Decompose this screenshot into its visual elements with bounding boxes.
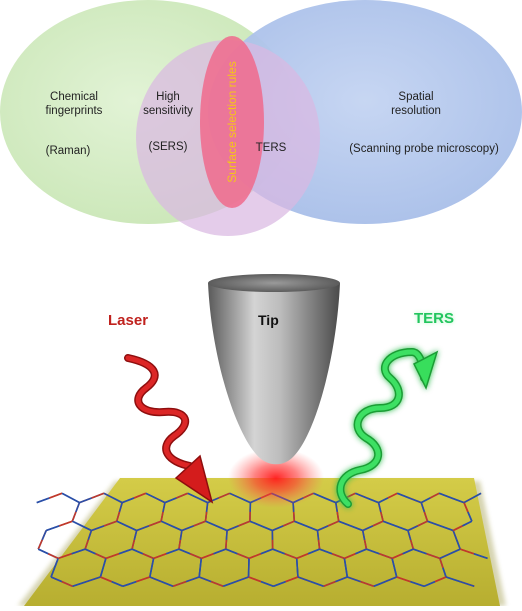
lattice-bond (72, 521, 82, 526)
scanning-probe-label: (Scanning probe microscopy) (326, 142, 522, 156)
lattice-bond (46, 526, 59, 531)
sensitivity-title-line1: High (128, 90, 208, 104)
lattice-bond (42, 531, 46, 540)
lattice-bond (200, 558, 201, 567)
lattice-bond (319, 540, 320, 549)
lattice-bond (62, 493, 71, 498)
lattice-bond (297, 558, 298, 567)
sers-label: (SERS) (134, 140, 202, 154)
lattice-bond (226, 531, 227, 540)
lattice-bond (72, 512, 76, 521)
chemical-fingerprints-label: Chemical fingerprints (28, 90, 120, 118)
raman-label: (Raman) (28, 144, 108, 158)
tip-top (208, 274, 340, 292)
lattice-bond (199, 568, 200, 577)
lattice-bond (49, 493, 62, 498)
ters-center-label: TERS (246, 141, 296, 155)
venn-diagram (0, 0, 522, 236)
laser-label: Laser (108, 312, 148, 329)
afm-tip (208, 274, 340, 464)
spatial-title-line2: resolution (370, 104, 462, 118)
high-sensitivity-label: High sensitivity (128, 90, 208, 118)
lattice-bond (59, 521, 72, 526)
lattice-bond (37, 498, 50, 503)
lattice-bond (92, 493, 104, 498)
lattice-bond (71, 498, 80, 503)
lattice-bond (294, 512, 295, 521)
laser-wave-highlight (128, 358, 190, 466)
spatial-resolution-label: Spatial resolution (370, 90, 462, 118)
chemical-title-line1: Chemical (28, 90, 120, 104)
lattice-bond (226, 540, 227, 549)
lattice-bond (76, 503, 80, 512)
lattice-bond (297, 568, 298, 577)
chemical-title-line2: fingerprints (28, 104, 120, 118)
ters-label: TERS (414, 310, 454, 327)
lattice-bond (38, 549, 48, 554)
lattice-bond (206, 512, 207, 521)
tip-label: Tip (258, 312, 279, 328)
lattice-bond (318, 531, 319, 540)
spatial-title-line1: Spatial (370, 90, 462, 104)
sensitivity-title-line2: sensitivity (128, 104, 208, 118)
lattice-bond (38, 540, 42, 549)
tip-body (208, 283, 340, 464)
surface-selection-rules-label: Surface selection rules (225, 52, 239, 192)
lattice-bond (79, 498, 91, 503)
lattice-bond (207, 503, 208, 512)
lattice-bond (48, 554, 58, 559)
